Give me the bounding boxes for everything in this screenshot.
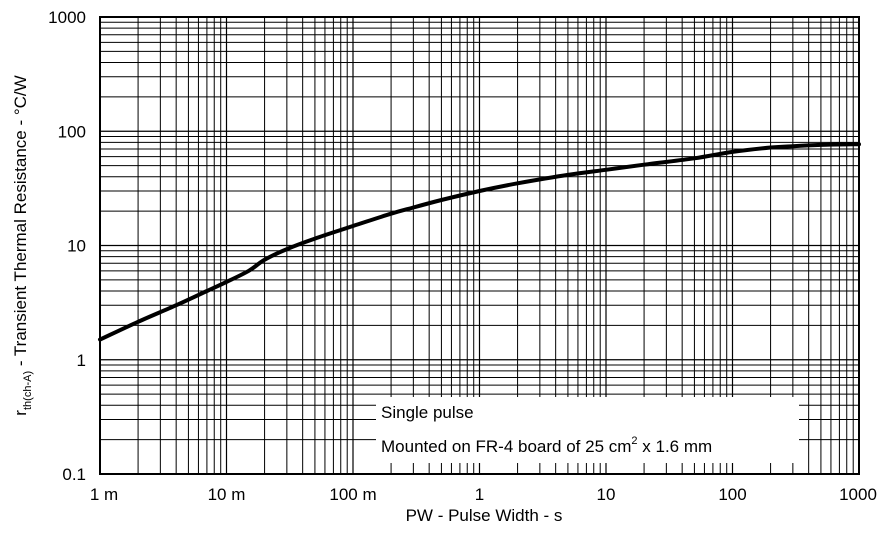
y-axis-label-text: - Transient Thermal Resistance - °C/W [11, 75, 30, 371]
y-axis-label: rth(ch-A) - Transient Thermal Resistance… [11, 75, 34, 415]
y-tick-label: 10 [67, 237, 86, 256]
annotation-single-pulse: Single pulse [381, 403, 474, 422]
series-line [98, 142, 861, 342]
y-tick-label: 1000 [48, 8, 86, 27]
x-tick-label: 1000 [839, 485, 877, 504]
annotation-mounting-text: Mounted on FR-4 board of 25 cm [381, 437, 631, 456]
x-tick-label: 10 [597, 485, 616, 504]
annotation-box [376, 397, 799, 463]
x-tick-label: 1 m [90, 485, 118, 504]
tick-labels: 1 m 10 m 100 m 1 10 100 1000 0.1 1 10 100 1000 [48, 8, 877, 504]
x-tick-label: 1 [475, 485, 484, 504]
y-axis-label-subscript: th(ch-A) [22, 371, 34, 410]
y-tick-label: 100 [58, 122, 86, 141]
y-axis-label-symbol: r [11, 410, 30, 416]
x-tick-label: 100 [718, 485, 746, 504]
y-tick-label: 0.1 [62, 465, 86, 484]
x-tick-label: 100 m [329, 485, 376, 504]
x-tick-label: 10 m [208, 485, 246, 504]
annotation-mounting-sup: 2 [631, 435, 637, 447]
plot-frame [99, 16, 860, 475]
y-tick-label: 1 [77, 351, 86, 370]
annotation-mounting-text-end: x 1.6 mm [638, 437, 713, 456]
x-axis-label: PW - Pulse Width - s [406, 506, 563, 525]
annotation-mounting: Mounted on FR-4 board of 25 cm2 x 1.6 mm [381, 435, 712, 456]
